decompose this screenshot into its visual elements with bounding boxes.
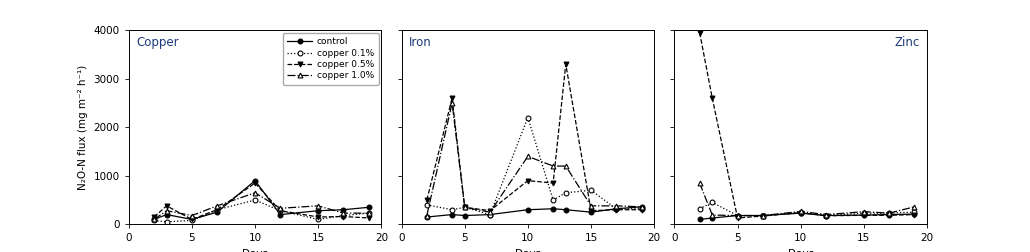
Text: Copper: Copper <box>136 36 179 49</box>
X-axis label: Days: Days <box>788 249 814 252</box>
Text: Iron: Iron <box>409 36 432 49</box>
X-axis label: Days: Days <box>515 249 541 252</box>
Legend: control, copper 0.1%, copper 0.5%, copper 1.0%: control, copper 0.1%, copper 0.5%, coppe… <box>282 33 379 85</box>
X-axis label: Days: Days <box>242 249 268 252</box>
Text: Zinc: Zinc <box>894 36 920 49</box>
Y-axis label: N₂O-N flux (mg m⁻² h⁻¹): N₂O-N flux (mg m⁻² h⁻¹) <box>78 65 88 190</box>
